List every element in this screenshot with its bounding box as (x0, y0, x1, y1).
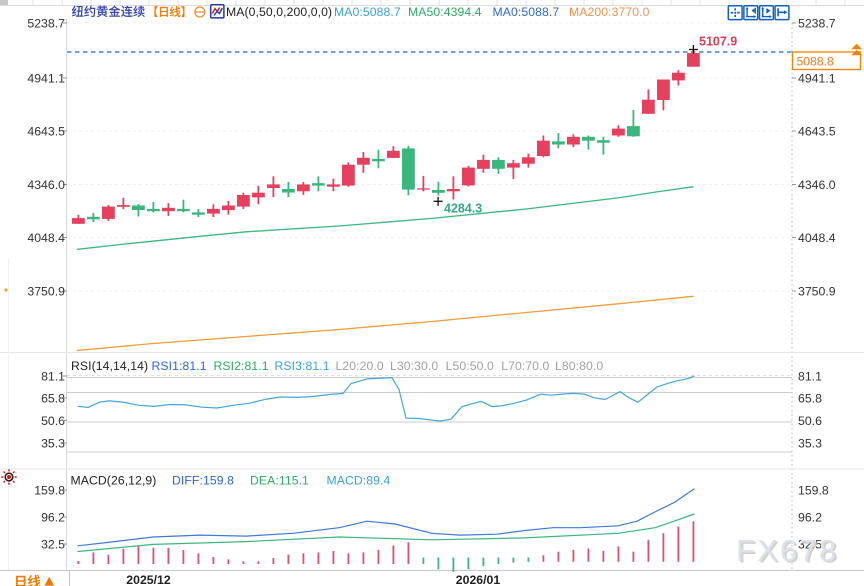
svg-text:3750.9: 3750.9 (798, 284, 836, 298)
svg-text:5107.9: 5107.9 (699, 35, 737, 49)
svg-text:96.2: 96.2 (798, 510, 822, 524)
svg-text:L30:30.0: L30:30.0 (390, 359, 438, 373)
svg-text:50.6: 50.6 (798, 414, 822, 428)
svg-text:FX678: FX678 (738, 535, 840, 570)
svg-text:4643.5: 4643.5 (798, 124, 836, 138)
svg-text:L20:20.0: L20:20.0 (336, 359, 384, 373)
svg-text:L80:80.0: L80:80.0 (555, 359, 603, 373)
svg-text:81.1: 81.1 (41, 369, 65, 383)
svg-text:3750.9: 3750.9 (27, 284, 65, 298)
svg-text:4643.5: 4643.5 (27, 124, 65, 138)
svg-text:5238.7: 5238.7 (27, 16, 65, 30)
svg-text:32.5: 32.5 (41, 537, 65, 551)
svg-text:DEA:115.1: DEA:115.1 (250, 473, 309, 487)
svg-text:4941.1: 4941.1 (27, 71, 65, 85)
svg-text:4346.0: 4346.0 (798, 178, 836, 192)
svg-text:RSI3:81.1: RSI3:81.1 (275, 359, 330, 373)
svg-text:DIFF:159.8: DIFF:159.8 (172, 473, 234, 487)
svg-text:L70:70.0: L70:70.0 (501, 359, 549, 373)
svg-text:159.8: 159.8 (34, 483, 65, 497)
svg-text:50.6: 50.6 (41, 414, 65, 428)
svg-text:MA0:5088.7: MA0:5088.7 (334, 5, 401, 19)
svg-text:32.5: 32.5 (798, 537, 822, 551)
svg-text:4048.4: 4048.4 (798, 231, 836, 245)
svg-text:96.2: 96.2 (41, 510, 65, 524)
svg-text:RSI2:81.1: RSI2:81.1 (214, 359, 269, 373)
svg-text:MA50:4394.4: MA50:4394.4 (408, 5, 482, 19)
svg-text:65.8: 65.8 (41, 391, 65, 405)
svg-text:MACD(26,12,9): MACD(26,12,9) (71, 473, 157, 487)
svg-text:MACD:89.4: MACD:89.4 (327, 473, 391, 487)
svg-text:159.8: 159.8 (798, 483, 829, 497)
svg-text:RSI1:81.1: RSI1:81.1 (152, 359, 207, 373)
svg-text:5088.8: 5088.8 (797, 55, 834, 69)
svg-text:35.3: 35.3 (798, 436, 822, 450)
svg-text:4048.4: 4048.4 (27, 231, 65, 245)
svg-text:MA0:5088.7: MA0:5088.7 (493, 5, 560, 19)
svg-text:L50:50.0: L50:50.0 (446, 359, 494, 373)
svg-text:RSI(14,14,14): RSI(14,14,14) (71, 359, 148, 373)
svg-text:2026/01: 2026/01 (456, 573, 501, 586)
svg-text:MA200:3770.0: MA200:3770.0 (569, 5, 650, 19)
svg-text:4941.1: 4941.1 (798, 71, 836, 85)
svg-text:MA(0,50,0,200,0,0): MA(0,50,0,200,0,0) (226, 5, 332, 19)
svg-text:5238.7: 5238.7 (798, 16, 836, 30)
svg-text:4346.0: 4346.0 (27, 178, 65, 192)
svg-text:2025/12: 2025/12 (126, 573, 171, 586)
svg-text:65.8: 65.8 (798, 391, 822, 405)
svg-text:FX678: FX678 (736, 533, 838, 568)
svg-text:35.3: 35.3 (41, 436, 65, 450)
svg-text:4284.3: 4284.3 (444, 202, 482, 216)
svg-text:81.1: 81.1 (798, 369, 822, 383)
